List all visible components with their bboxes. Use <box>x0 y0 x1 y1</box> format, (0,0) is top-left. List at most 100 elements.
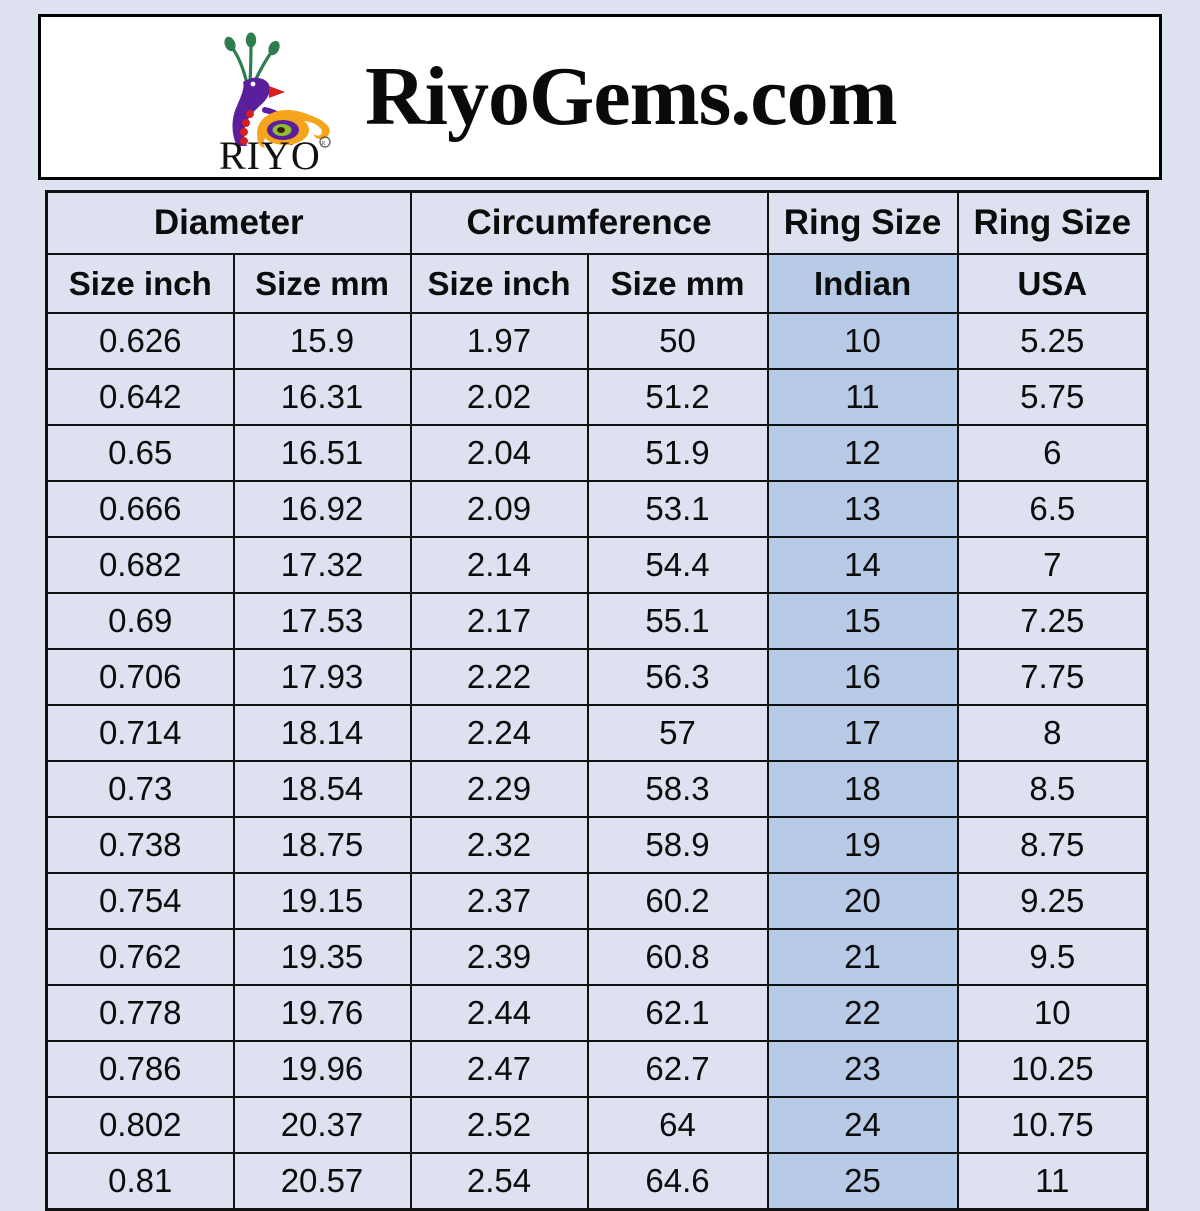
table-cell: 17 <box>766 704 959 762</box>
table-cell: 0.738 <box>45 816 235 874</box>
table-cell: 62.7 <box>586 1040 769 1098</box>
table-cell: 58.3 <box>586 760 769 818</box>
table-cell: 8.5 <box>956 760 1149 818</box>
table-cell: 60.8 <box>586 928 769 986</box>
table-cell: 5.25 <box>956 312 1149 370</box>
table-cell: 62.1 <box>586 984 769 1042</box>
table-cell: 9.5 <box>956 928 1149 986</box>
table-cell: 2.44 <box>409 984 589 1042</box>
table-cell: 12 <box>766 424 959 482</box>
table-cell: 23 <box>766 1040 959 1098</box>
table-cell: 2.14 <box>409 536 589 594</box>
group-header-circumference: Circumference <box>409 190 769 255</box>
table-cell: 58.9 <box>586 816 769 874</box>
logo-wordmark-text: RIYO <box>219 133 321 172</box>
table-cell: 2.04 <box>409 424 589 482</box>
table-cell: 0.802 <box>45 1096 235 1154</box>
table-cell: 5.75 <box>956 368 1149 426</box>
table-cell: 56.3 <box>586 648 769 706</box>
table-cell: 16.31 <box>232 368 412 426</box>
table-cell: 25 <box>766 1152 959 1211</box>
table-cell: 18.14 <box>232 704 412 762</box>
brand-title: RiyoGems.com <box>365 50 898 143</box>
table-cell: 64 <box>586 1096 769 1154</box>
table-cell: 19.15 <box>232 872 412 930</box>
sub-header-diameter-mm: Size mm <box>232 253 412 314</box>
table-cell: 2.54 <box>409 1152 589 1211</box>
table-cell: 0.762 <box>45 928 235 986</box>
table-cell: 16 <box>766 648 959 706</box>
table-cell: 8.75 <box>956 816 1149 874</box>
table-cell: 0.69 <box>45 592 235 650</box>
table-row: 0.786 19.96 2.47 62.7 23 10.25 <box>45 1040 1149 1098</box>
svg-text:R: R <box>322 141 326 147</box>
table-cell: 10.75 <box>956 1096 1149 1154</box>
table-cell: 7.75 <box>956 648 1149 706</box>
table-row: 0.666 16.92 2.09 53.1 13 6.5 <box>45 480 1149 538</box>
sub-header-row: Size inch Size mm Size inch Size mm Indi… <box>45 253 1149 314</box>
table-cell: 2.22 <box>409 648 589 706</box>
sub-header-circumference-mm: Size mm <box>586 253 769 314</box>
table-cell: 2.37 <box>409 872 589 930</box>
table-cell: 18.54 <box>232 760 412 818</box>
table-cell: 0.626 <box>45 312 235 370</box>
table-cell: 2.17 <box>409 592 589 650</box>
table-cell: 20 <box>766 872 959 930</box>
sub-header-diameter-inch: Size inch <box>45 253 235 314</box>
table-cell: 0.786 <box>45 1040 235 1098</box>
table-cell: 0.642 <box>45 368 235 426</box>
table-cell: 18 <box>766 760 959 818</box>
sub-header-indian: Indian <box>766 253 959 314</box>
table-cell: 64.6 <box>586 1152 769 1211</box>
table-cell: 21 <box>766 928 959 986</box>
table-row: 0.762 19.35 2.39 60.8 21 9.5 <box>45 928 1149 986</box>
table-cell: 10 <box>956 984 1149 1042</box>
table-cell: 16.92 <box>232 480 412 538</box>
group-header-diameter: Diameter <box>45 190 412 255</box>
table-row: 0.81 20.57 2.54 64.6 25 11 <box>45 1152 1149 1211</box>
table-cell: 17.32 <box>232 536 412 594</box>
table-cell: 2.29 <box>409 760 589 818</box>
ring-size-table-container: Diameter Circumference Ring Size Ring Si… <box>45 190 1150 1211</box>
table-row: 0.642 16.31 2.02 51.2 11 5.75 <box>45 368 1149 426</box>
table-cell: 10.25 <box>956 1040 1149 1098</box>
table-cell: 57 <box>586 704 769 762</box>
table-cell: 2.39 <box>409 928 589 986</box>
table-cell: 6 <box>956 424 1149 482</box>
table-row: 0.706 17.93 2.22 56.3 16 7.75 <box>45 648 1149 706</box>
table-cell: 0.81 <box>45 1152 235 1211</box>
sub-header-circumference-inch: Size inch <box>409 253 589 314</box>
table-row: 0.626 15.9 1.97 50 10 5.25 <box>45 312 1149 370</box>
table-cell: 9.25 <box>956 872 1149 930</box>
table-cell: 53.1 <box>586 480 769 538</box>
table-cell: 1.97 <box>409 312 589 370</box>
table-cell: 51.2 <box>586 368 769 426</box>
table-cell: 50 <box>586 312 769 370</box>
table-cell: 8 <box>956 704 1149 762</box>
group-header-row: Diameter Circumference Ring Size Ring Si… <box>45 190 1149 255</box>
table-cell: 22 <box>766 984 959 1042</box>
peacock-paisley-logo-icon: RIYO R <box>219 32 331 172</box>
table-cell: 10 <box>766 312 959 370</box>
table-row: 0.738 18.75 2.32 58.9 19 8.75 <box>45 816 1149 874</box>
table-cell: 7 <box>956 536 1149 594</box>
table-cell: 60.2 <box>586 872 769 930</box>
table-cell: 13 <box>766 480 959 538</box>
table-cell: 15.9 <box>232 312 412 370</box>
table-row: 0.778 19.76 2.44 62.1 22 10 <box>45 984 1149 1042</box>
table-cell: 18.75 <box>232 816 412 874</box>
table-cell: 19 <box>766 816 959 874</box>
table-cell: 2.52 <box>409 1096 589 1154</box>
table-cell: 0.754 <box>45 872 235 930</box>
table-cell: 17.53 <box>232 592 412 650</box>
table-row: 0.69 17.53 2.17 55.1 15 7.25 <box>45 592 1149 650</box>
table-cell: 20.37 <box>232 1096 412 1154</box>
table-cell: 2.09 <box>409 480 589 538</box>
table-cell: 24 <box>766 1096 959 1154</box>
table-cell: 0.706 <box>45 648 235 706</box>
table-cell: 55.1 <box>586 592 769 650</box>
table-cell: 0.714 <box>45 704 235 762</box>
table-row: 0.754 19.15 2.37 60.2 20 9.25 <box>45 872 1149 930</box>
table-cell: 0.682 <box>45 536 235 594</box>
